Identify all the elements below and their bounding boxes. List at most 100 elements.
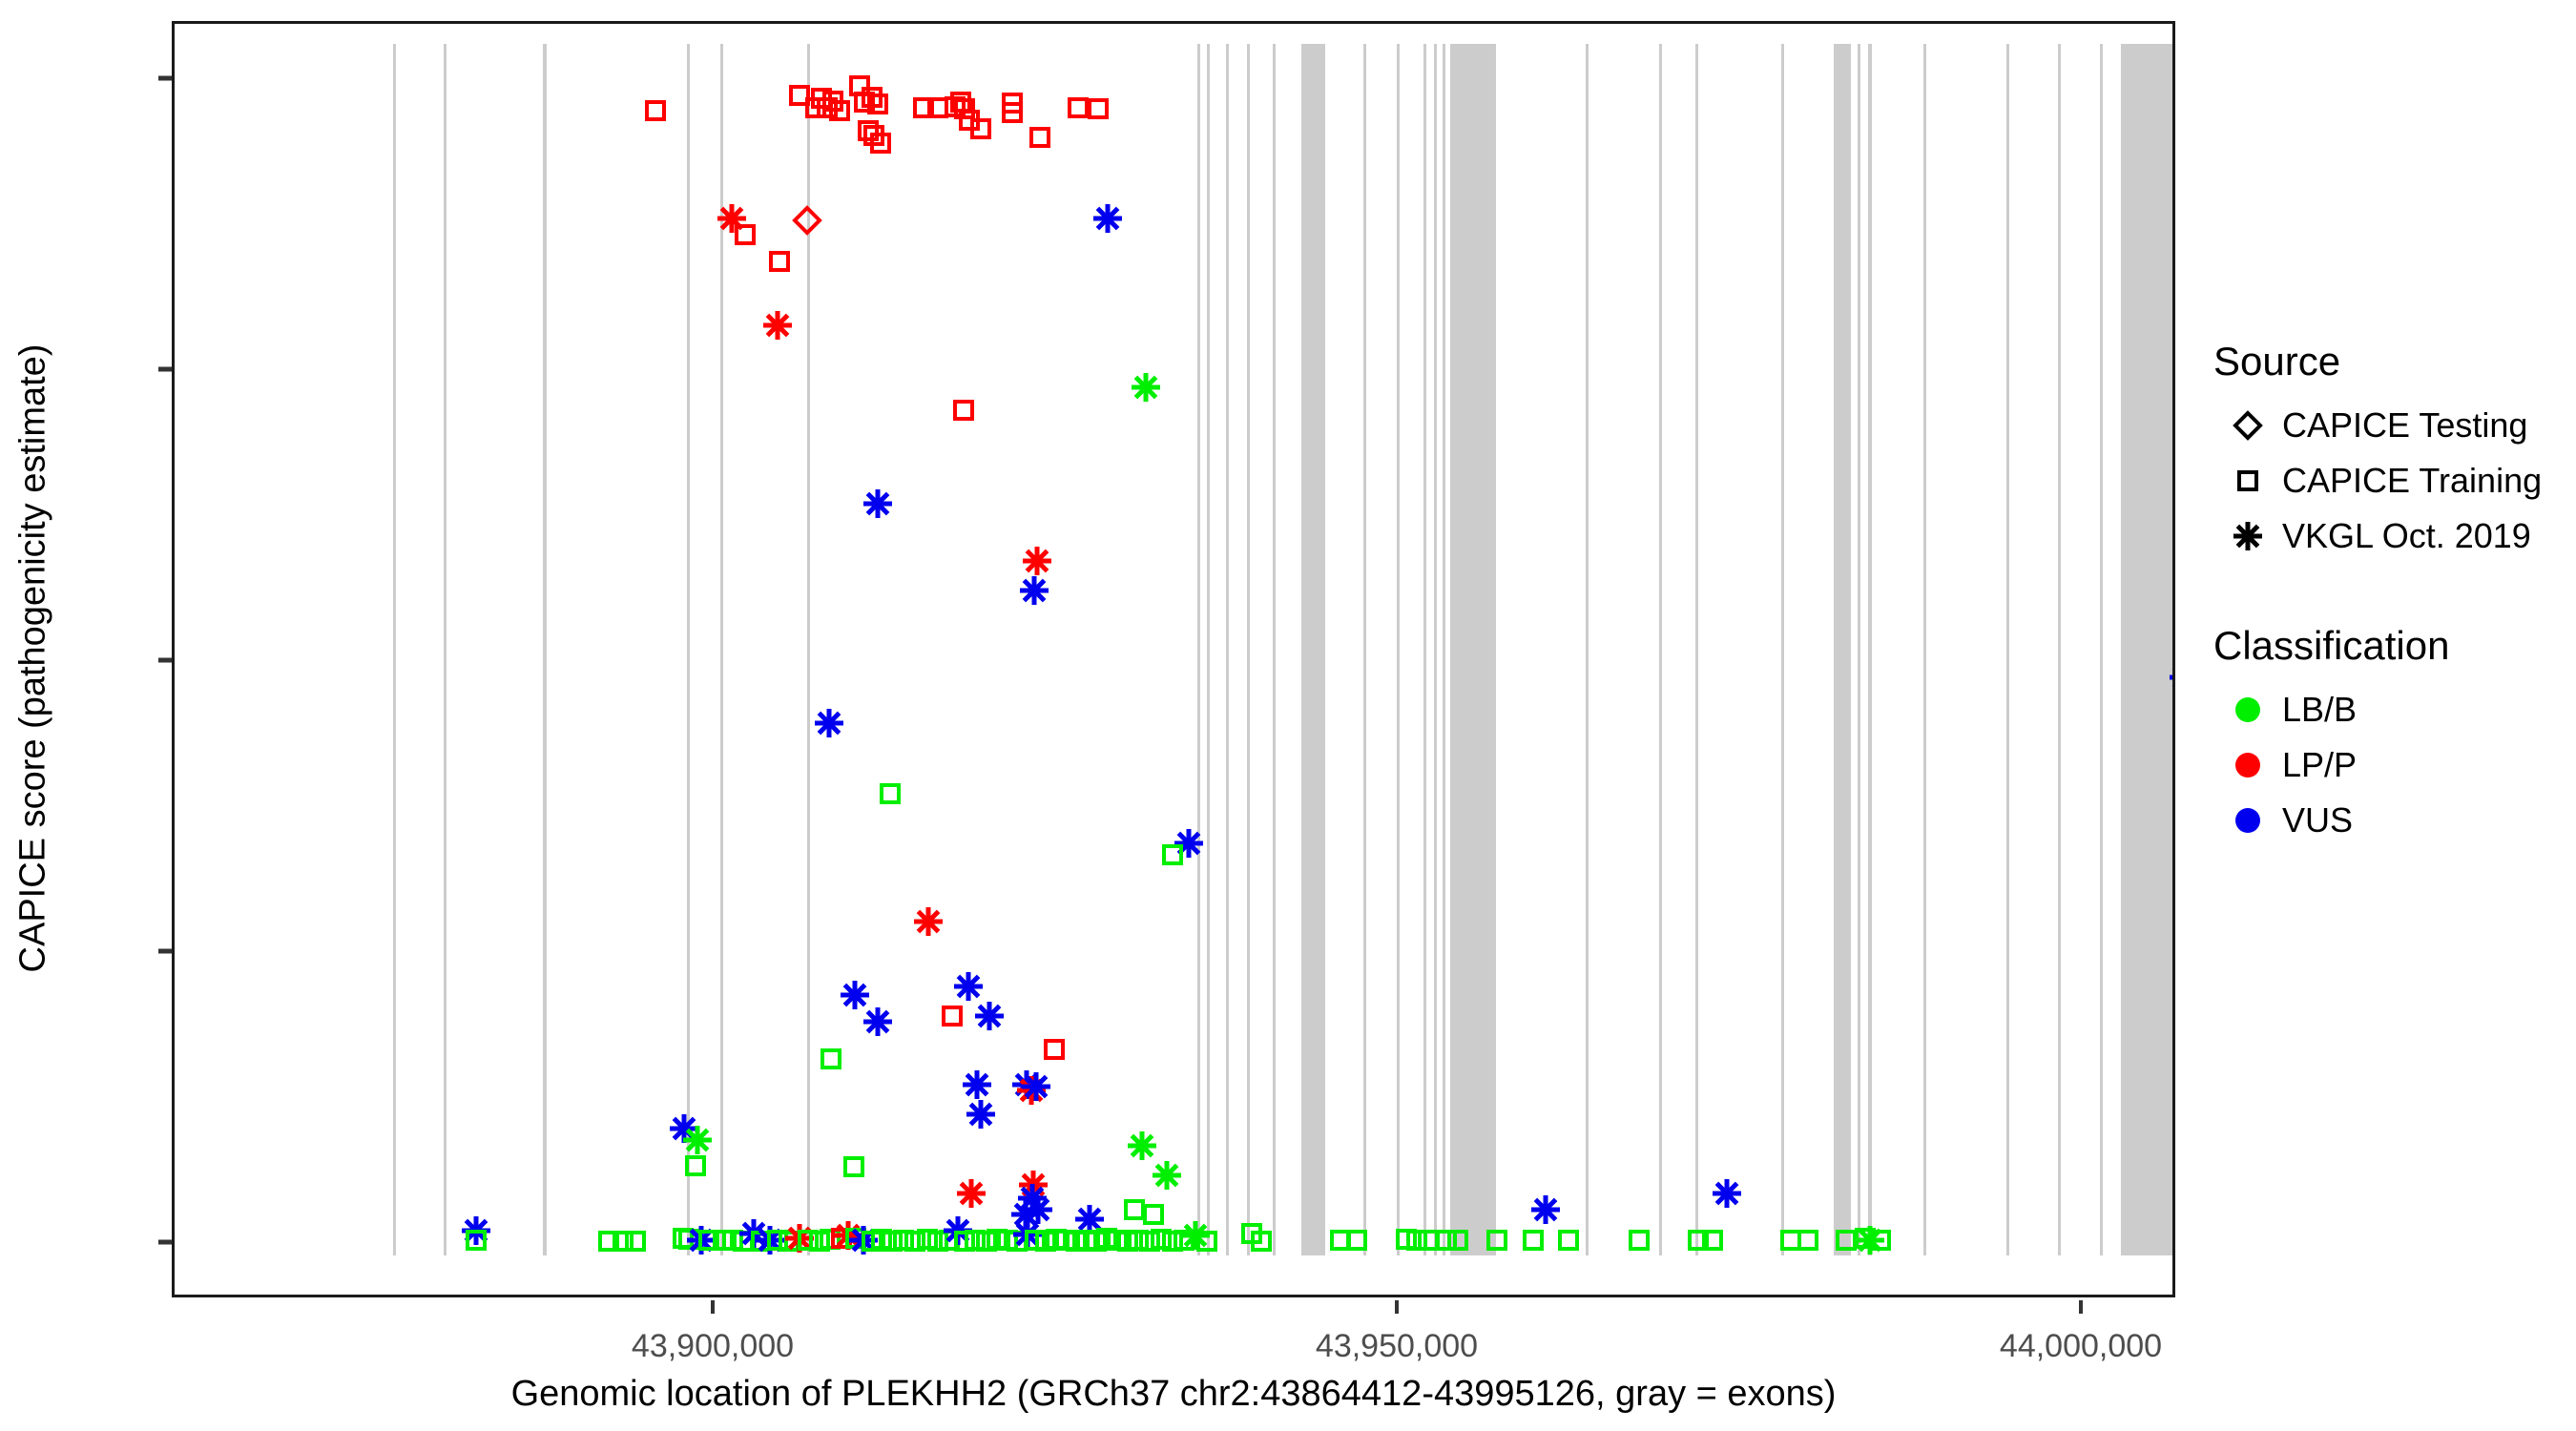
exon-band [2058, 44, 2061, 1255]
data-point [1797, 1229, 1819, 1252]
exon-band [393, 44, 396, 1255]
data-point [862, 487, 894, 520]
exon-band [1834, 44, 1851, 1255]
legend-item-diamond[interactable]: CAPICE Testing [2213, 398, 2566, 453]
data-point [1127, 1229, 1150, 1252]
data-point [1142, 1203, 1165, 1226]
legend-item-lbb[interactable]: LB/B [2213, 682, 2566, 737]
exon-band [444, 44, 447, 1255]
data-point [941, 1005, 964, 1027]
data-point [734, 223, 757, 246]
data-point [1701, 1229, 1724, 1252]
data-point [839, 979, 871, 1011]
exon-band [1363, 44, 1366, 1255]
data-point [1250, 1230, 1273, 1253]
data-point [792, 205, 822, 237]
exon-band [720, 44, 723, 1255]
data-point [644, 99, 667, 122]
data-point [892, 1229, 915, 1252]
data-point [869, 132, 892, 155]
data-point [1067, 96, 1090, 119]
chart-legend: Source CAPICE Testing CAPICE Training VKGL… [2213, 339, 2566, 848]
data-point [953, 97, 976, 120]
exon-band [1207, 44, 1210, 1255]
y-tick-mark [158, 1239, 172, 1245]
x-tick-label: 43,950,000 [1315, 1328, 1479, 1364]
data-point [1161, 1230, 1184, 1253]
exon-band [1301, 44, 1325, 1255]
legend-item-label: VUS [2282, 800, 2354, 840]
data-point [597, 1230, 620, 1253]
exon-band [1659, 44, 1662, 1255]
exon-band [1247, 44, 1250, 1255]
color-dot-icon [2213, 697, 2282, 722]
legend-title-classification: Classification [2213, 623, 2450, 668]
data-point [684, 1154, 707, 1177]
data-point [952, 970, 985, 1003]
data-point [952, 399, 975, 422]
data-point [1018, 574, 1050, 607]
data-point [761, 309, 794, 342]
exon-band [2006, 44, 2009, 1255]
data-point [1522, 1229, 1545, 1252]
data-point [1087, 97, 1110, 120]
exon-band [1781, 44, 1784, 1255]
asterisk-icon [2213, 520, 2282, 552]
data-point [612, 1230, 634, 1253]
exon-band [1397, 44, 1400, 1255]
data-point [1073, 1203, 1106, 1235]
data-point [1869, 1229, 1892, 1252]
data-point [1529, 1193, 1562, 1226]
exon-band [1273, 44, 1276, 1255]
data-point [1020, 1070, 1052, 1103]
x-axis-title: Genomic location of PLEKHH2 (GRCh37 chr2… [510, 1374, 1837, 1414]
y-tick-mark [158, 366, 172, 372]
data-point [904, 1230, 926, 1253]
x-tick-mark [2079, 1300, 2083, 1314]
exon-band [1443, 44, 1445, 1255]
exon-band [543, 44, 547, 1255]
data-point [1687, 1229, 1710, 1252]
square-icon [2213, 469, 2282, 492]
data-point [965, 1098, 997, 1130]
legend-item-lpp[interactable]: LP/P [2213, 737, 2566, 793]
data-point [1195, 1230, 1218, 1253]
legend-item-asterisk[interactable]: VKGL Oct. 2019 [2213, 508, 2566, 564]
data-point [1557, 1229, 1580, 1252]
data-point [1150, 1228, 1173, 1251]
data-point [788, 84, 811, 107]
legend-item-square[interactable]: CAPICE Training [2213, 453, 2566, 508]
data-point [1179, 1219, 1212, 1252]
exon-band [1695, 44, 1698, 1255]
y-tick-mark [158, 75, 172, 81]
data-point [768, 250, 791, 273]
data-point [879, 782, 902, 805]
data-point [912, 905, 945, 938]
exon-band [2100, 44, 2103, 1255]
exon-band [1197, 44, 1200, 1255]
legend-item-vus[interactable]: VUS [2213, 793, 2566, 848]
data-point [912, 96, 935, 119]
data-point [1091, 202, 1124, 235]
data-point [1446, 1229, 1469, 1252]
data-point [681, 1124, 714, 1156]
data-point [828, 99, 851, 122]
color-dot-icon [2213, 808, 2282, 833]
legend-item-label: LP/P [2282, 745, 2358, 784]
exon-band [1923, 44, 1926, 1255]
data-point [624, 1230, 647, 1253]
data-point [964, 1229, 987, 1252]
data-point [866, 93, 889, 115]
data-point [1485, 1229, 1508, 1252]
data-point [842, 1155, 865, 1178]
y-tick-mark [158, 948, 172, 954]
data-point [862, 1006, 894, 1038]
color-dot-icon [2213, 753, 2282, 778]
data-point [1001, 101, 1024, 124]
exon-band [1434, 44, 1437, 1255]
data-point [973, 1000, 1006, 1032]
data-point [1130, 371, 1162, 404]
exon-band [687, 44, 690, 1255]
legend-shape-rows: CAPICE Testing CAPICE Training VKGL Oct. 2… [2213, 398, 2566, 564]
